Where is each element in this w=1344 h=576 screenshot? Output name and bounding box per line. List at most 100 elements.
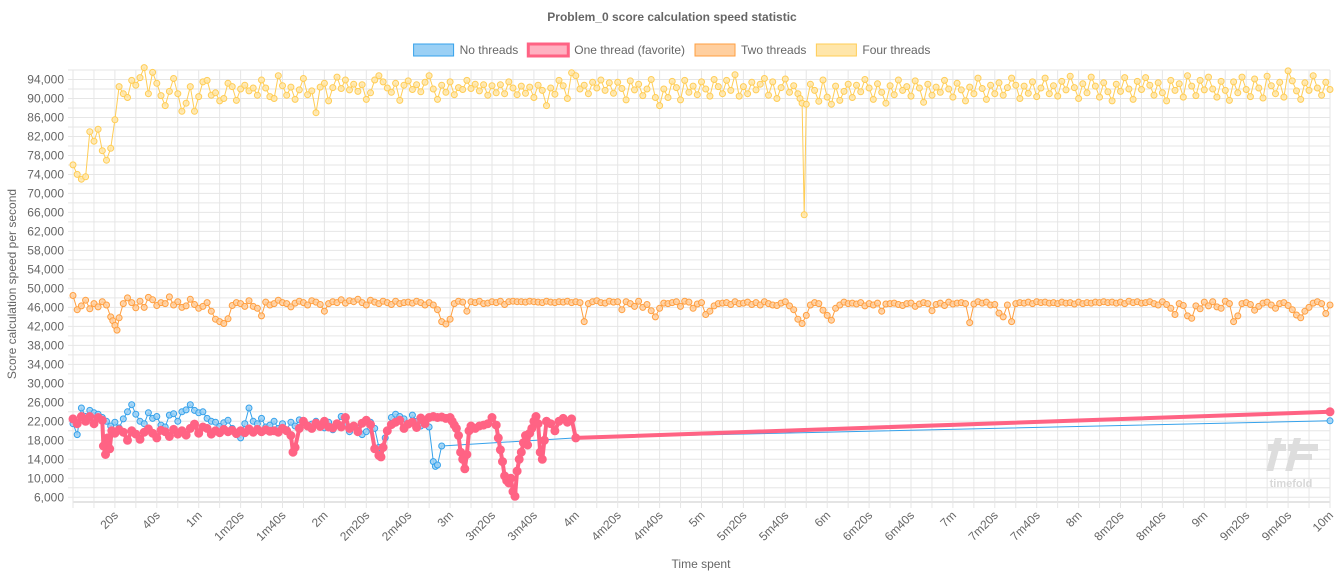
data-point: [90, 137, 98, 145]
data-point: [861, 76, 869, 83]
data-point: [1196, 76, 1204, 84]
data-point: [152, 433, 162, 443]
data-point: [999, 313, 1007, 321]
data-point: [123, 435, 132, 445]
data-point: [727, 86, 735, 94]
data-point: [434, 306, 441, 314]
data-point: [1301, 79, 1309, 87]
data-point: [915, 84, 923, 92]
data-point: [118, 427, 128, 437]
data-point: [124, 408, 131, 416]
data-point: [421, 78, 429, 86]
data-point: [802, 100, 810, 108]
data-point: [316, 83, 324, 91]
data-point: [510, 491, 520, 501]
data-point: [186, 401, 194, 409]
data-point: [270, 95, 278, 102]
data-point: [438, 442, 446, 450]
data-point: [1293, 87, 1300, 95]
x-tick-label: 8m20s: [1091, 508, 1126, 543]
data-point: [995, 79, 1003, 87]
data-point: [1217, 77, 1225, 85]
data-point: [1033, 93, 1041, 101]
x-tick-label: 1m40s: [253, 508, 288, 543]
x-tick-label: 2m: [309, 508, 331, 530]
x-tick-label: 7m20s: [966, 508, 1001, 543]
data-point: [1087, 73, 1095, 81]
data-point: [698, 299, 705, 307]
data-point: [756, 80, 764, 88]
data-point: [685, 88, 693, 96]
data-point: [790, 306, 798, 314]
data-point: [886, 82, 894, 90]
data-point: [170, 75, 178, 82]
chart-legend: No threads One thread (favorite) Two threa…: [413, 42, 930, 58]
data-point: [124, 294, 131, 302]
data-point: [639, 92, 647, 100]
data-point: [882, 99, 890, 107]
data-point: [555, 76, 563, 84]
data-point: [970, 90, 978, 98]
data-point: [1234, 89, 1242, 97]
data-point: [362, 428, 370, 436]
data-point: [1188, 314, 1196, 322]
data-point: [631, 302, 638, 310]
data-point: [340, 413, 350, 422]
data-point: [105, 444, 115, 454]
data-point: [375, 72, 383, 80]
data-point: [367, 89, 374, 97]
data-point: [161, 102, 169, 110]
data-point: [1163, 97, 1171, 105]
data-point: [258, 414, 265, 422]
data-point: [1230, 318, 1238, 326]
data-point: [614, 298, 622, 306]
data-point: [69, 292, 77, 299]
data-point: [677, 302, 684, 310]
data-point: [1234, 312, 1242, 320]
data-point: [241, 81, 249, 89]
legend-item: Four threads: [815, 43, 930, 57]
data-point: [241, 302, 249, 310]
data-point: [677, 96, 684, 104]
x-tick-label: 7m40s: [1007, 508, 1042, 543]
data-point: [493, 433, 503, 443]
data-point: [224, 416, 232, 424]
data-point: [991, 90, 999, 98]
data-point: [1305, 303, 1313, 311]
data-point: [471, 80, 479, 88]
data-point: [325, 97, 333, 105]
data-point: [1171, 311, 1179, 318]
data-point: [212, 418, 219, 426]
data-point: [580, 81, 588, 89]
data-point: [1309, 72, 1317, 80]
y-tick-label: 42,000: [27, 319, 64, 333]
data-point: [618, 306, 626, 314]
data-point: [1263, 72, 1271, 80]
data-point: [165, 87, 173, 95]
data-point: [815, 300, 823, 308]
data-point: [379, 78, 387, 86]
data-point: [86, 305, 94, 313]
data-point: [442, 320, 450, 328]
data-point: [739, 83, 747, 91]
data-point: [546, 419, 556, 429]
data-point: [132, 81, 140, 89]
data-point: [723, 76, 731, 84]
x-tick-label: 2m40s: [379, 508, 414, 543]
data-point: [245, 404, 253, 412]
data-point: [1112, 80, 1120, 88]
data-point: [505, 78, 513, 86]
data-point: [492, 89, 500, 97]
data-point: [480, 81, 488, 89]
data-point: [290, 442, 300, 452]
data-point: [98, 147, 106, 155]
data-point: [463, 307, 471, 315]
data-point: [706, 307, 714, 315]
data-point: [731, 71, 739, 79]
data-point: [467, 85, 475, 92]
data-point: [949, 93, 957, 101]
data-point: [182, 406, 190, 414]
data-point: [446, 78, 454, 86]
data-point: [170, 410, 178, 418]
data-point: [383, 84, 391, 92]
